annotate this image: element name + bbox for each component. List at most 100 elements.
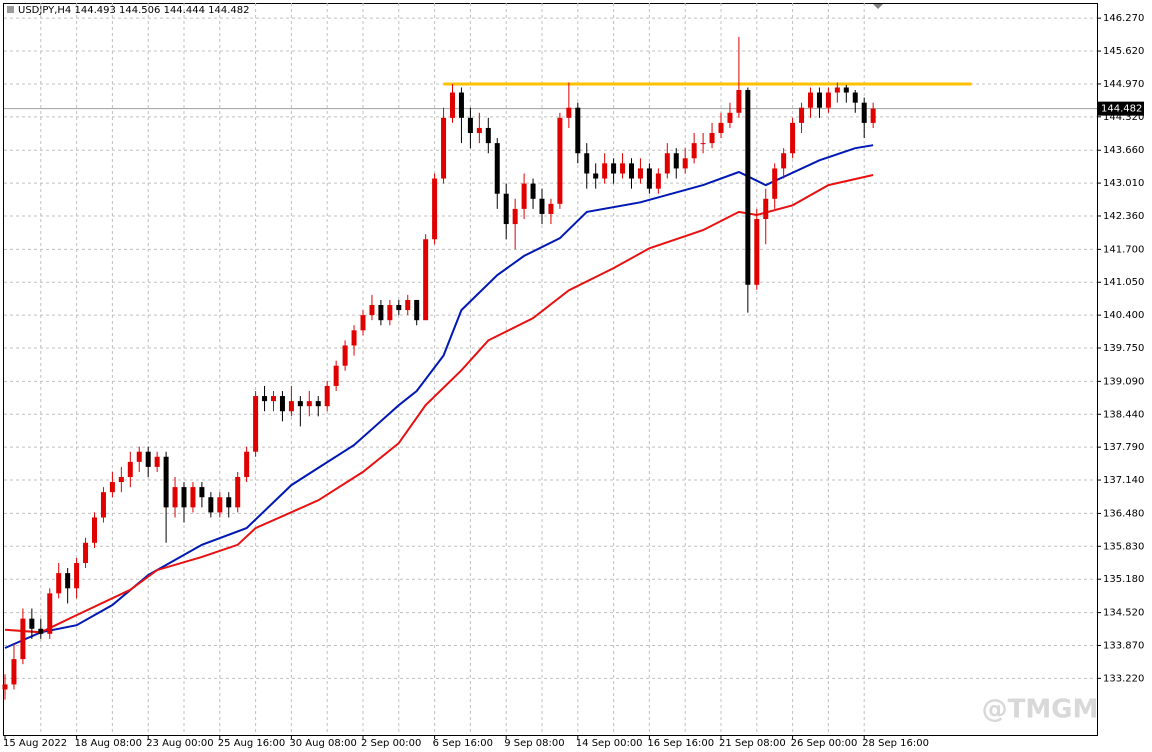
candle-body [199,487,205,498]
candle-body [262,396,268,402]
candle-body [450,92,455,118]
candle-body [772,168,778,199]
plot-frame [3,3,1098,736]
chart-header: USDJPY,H4 144.493 144.506 144.444 144.48… [18,5,249,16]
price-label-box [1098,101,1144,116]
candle-body [279,396,285,412]
candle-body [92,517,97,543]
moving-average [4,174,874,634]
candle-body [369,305,375,316]
candle-body [503,193,509,225]
candle-body [109,482,115,493]
candle-body [593,173,599,179]
candle-body [476,127,482,134]
candle-body [414,299,420,321]
candle-body [745,90,751,285]
candle-body [226,497,232,508]
candle-body [38,628,44,634]
y-tick-label: 138.440 [1103,409,1144,420]
y-tick-label: 136.480 [1103,508,1144,519]
candle-body [20,618,26,660]
candle-body [808,92,813,108]
x-tick-label: 28 Sep 16:00 [862,738,929,749]
candle-body [763,198,769,220]
x-tick-label: 2 Sep 00:00 [361,738,421,749]
candle-body [333,365,339,386]
candle-body [825,92,831,108]
candle-body [718,122,724,134]
candle-body [172,487,178,508]
candle-body [790,122,796,154]
candle-body [575,107,581,154]
symbol: USDJPY,H4 [18,5,71,16]
candle-body [181,487,187,508]
x-tick-label: 14 Sep 00:00 [576,738,643,749]
quote-open: 144.493 [74,5,115,16]
candle-body [870,108,876,123]
y-tick-label: 144.320 [1103,112,1144,123]
candle-body [673,153,679,169]
candle-body [217,497,223,513]
candle-body [351,330,357,346]
candle-body [127,461,133,478]
candle-body [405,299,411,311]
candle-body [637,168,643,179]
candle-body [629,163,634,179]
candle-body [566,107,572,118]
y-tick-label: 137.140 [1103,475,1144,486]
y-tick-label: 145.620 [1103,46,1144,57]
x-tick-label: 15 Aug 2022 [3,738,67,749]
candle-body [29,618,35,629]
candle-body [118,477,124,483]
candle-body [754,219,760,285]
candle-body [56,573,62,594]
candle-body [47,593,53,634]
x-tick-label: 23 Aug 00:00 [146,738,213,749]
candle-body [74,563,80,589]
y-tick-label: 133.220 [1103,673,1144,684]
candle-body [360,315,366,331]
y-tick-label: 135.830 [1103,541,1144,552]
candle-body [244,451,250,478]
candle-body [235,477,241,508]
x-tick-label: 16 Sep 16:00 [647,738,714,749]
watermark: @TMGM [982,695,1099,725]
candle-body [655,173,661,189]
candle-body [512,208,518,225]
candle-body [378,305,384,321]
candle-body [709,133,715,144]
candle-body [646,168,652,189]
candle-body [288,401,294,412]
symbol-icon [7,6,14,13]
candle-body [494,143,500,194]
candle-body [781,153,787,169]
price-label: 144.482 [1101,104,1142,115]
y-tick-label: 144.970 [1103,79,1144,90]
candle-body [83,542,89,564]
candle-body [136,451,142,462]
x-tick-label: 25 Aug 16:00 [218,738,285,749]
candle-body [423,239,429,321]
candle-body [843,87,849,93]
candle-body [611,163,617,174]
candle-body [664,153,670,174]
candle-body [539,198,545,214]
candle-body [306,401,312,407]
candle-body [65,573,71,589]
candle-body [727,112,733,123]
y-tick-label: 135.180 [1103,574,1144,585]
y-tick-label: 143.010 [1103,178,1144,189]
candle-body [602,163,608,179]
candle-body [620,163,626,174]
candle-body [736,90,742,113]
y-tick-label: 142.360 [1103,211,1144,222]
candle-body [548,203,554,214]
candle-body [297,401,303,407]
candle-body [700,143,706,145]
candle-body [396,305,402,311]
candle-body [315,401,321,407]
candle-body [387,305,393,321]
candle-body [100,492,106,518]
y-tick-label: 133.870 [1103,640,1144,651]
